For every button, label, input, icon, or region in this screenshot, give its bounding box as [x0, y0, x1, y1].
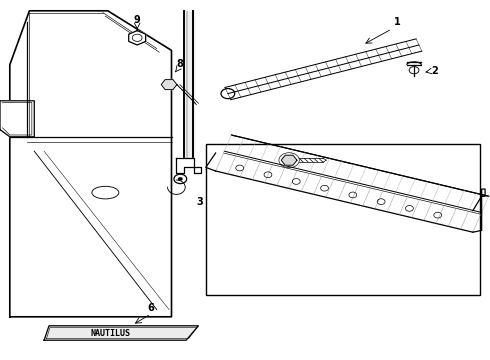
Text: NAUTILUS: NAUTILUS [90, 328, 130, 338]
Polygon shape [10, 11, 172, 317]
Polygon shape [176, 158, 201, 173]
Text: 8: 8 [176, 59, 183, 69]
Text: 3: 3 [196, 197, 203, 207]
Text: 2: 2 [431, 66, 438, 76]
Text: 5: 5 [348, 148, 355, 158]
Text: 7: 7 [218, 166, 225, 176]
Text: 1: 1 [393, 17, 400, 27]
Text: 4: 4 [251, 248, 258, 258]
Bar [206, 144, 480, 295]
Polygon shape [281, 155, 297, 165]
Text: 6: 6 [147, 303, 154, 313]
Polygon shape [44, 326, 198, 340]
Polygon shape [0, 101, 34, 137]
Polygon shape [129, 31, 146, 45]
Circle shape [178, 177, 183, 181]
Text: 9: 9 [134, 15, 141, 25]
Polygon shape [161, 80, 177, 90]
Polygon shape [184, 11, 194, 162]
